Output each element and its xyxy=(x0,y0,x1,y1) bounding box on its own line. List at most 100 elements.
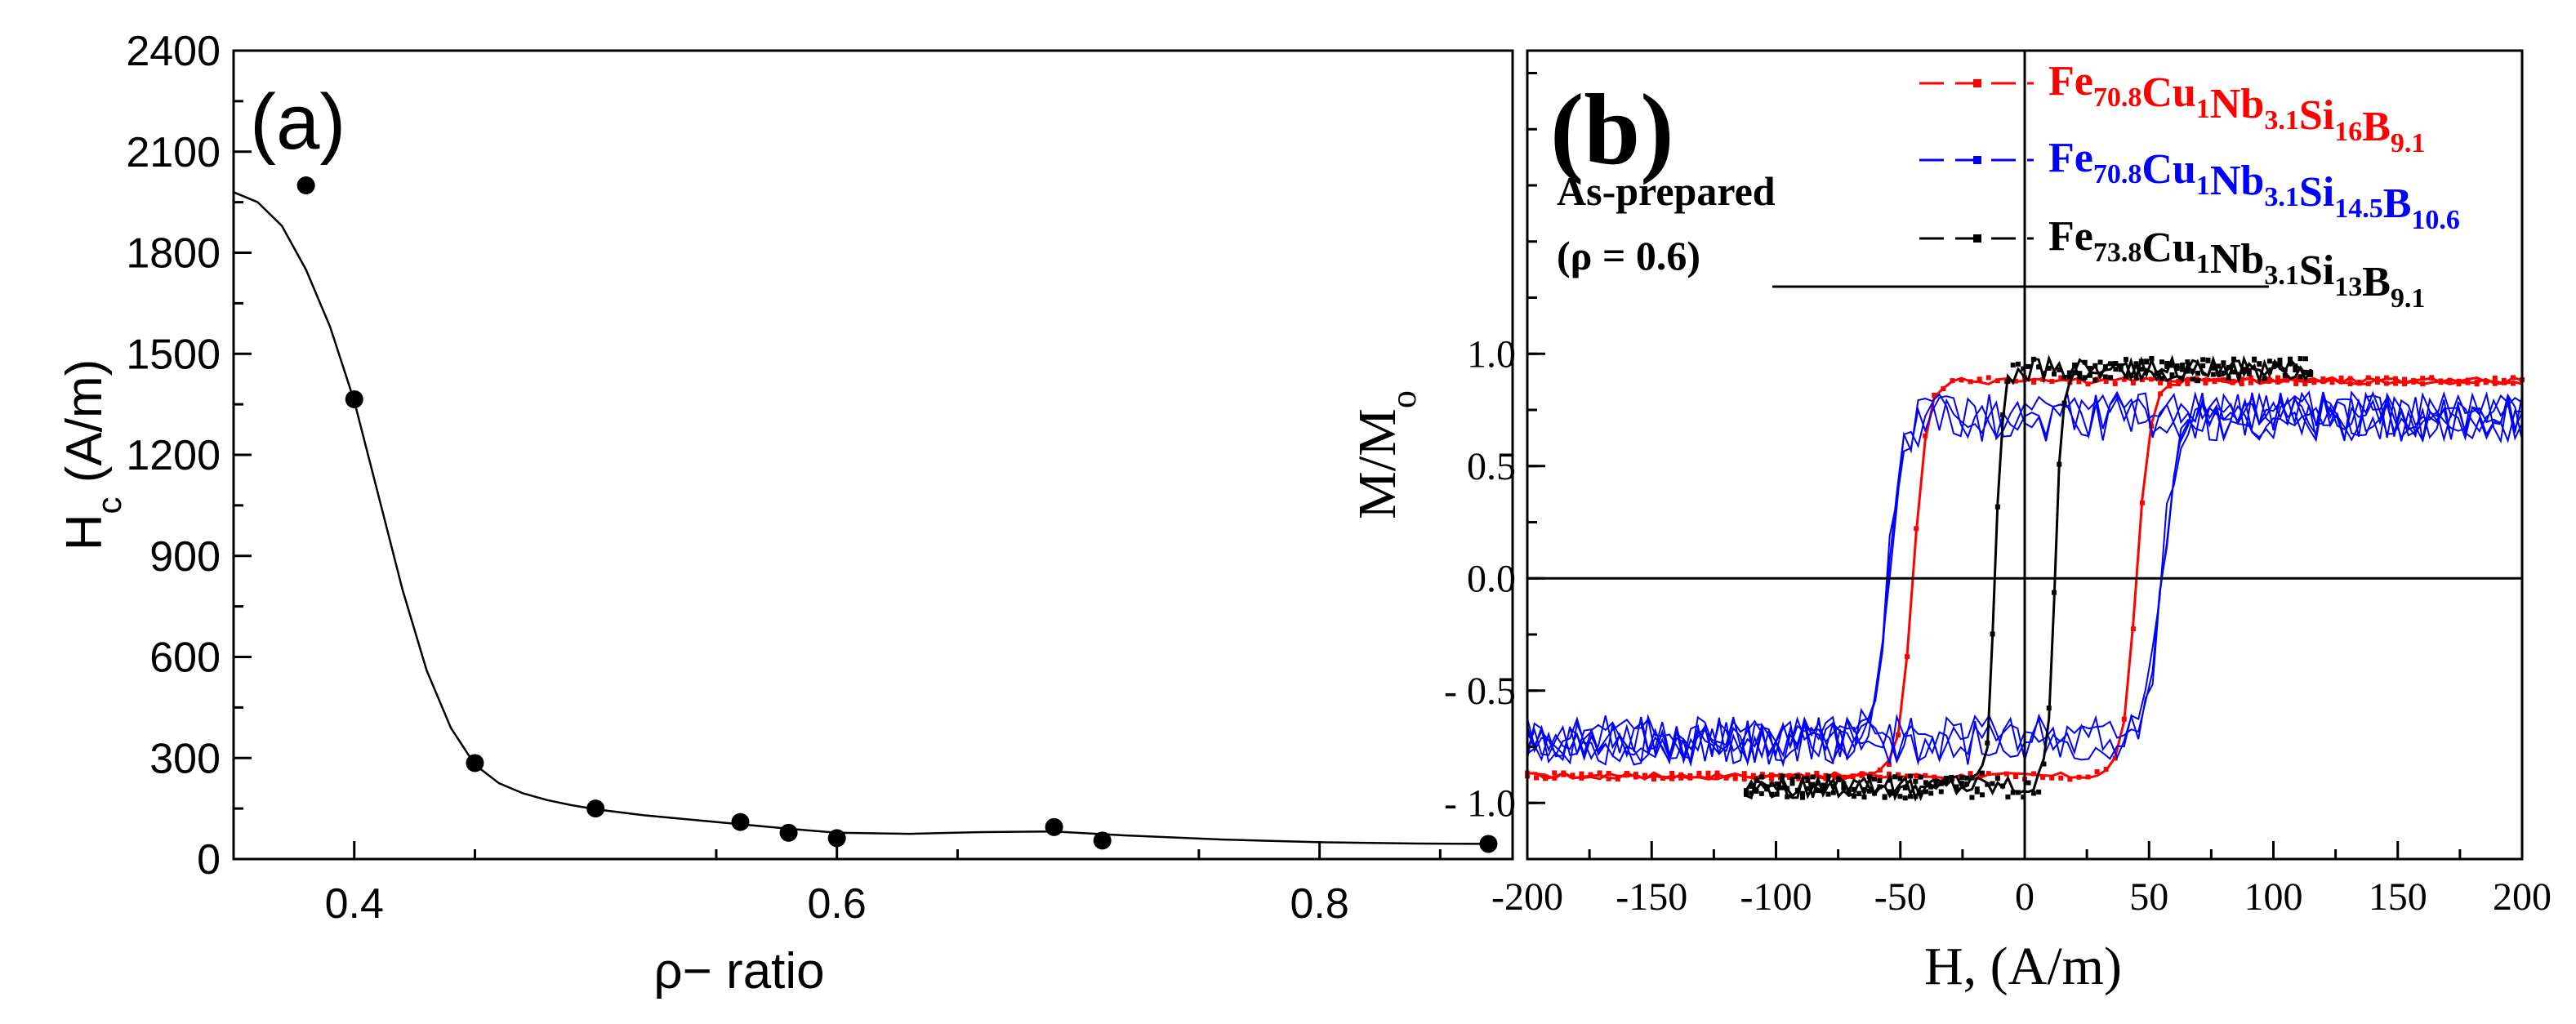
panel-b-series-marker xyxy=(2510,381,2516,386)
panel-b-series-marker xyxy=(1815,788,1821,794)
panel-b-series-marker xyxy=(2130,381,2136,386)
panel-b-series-marker xyxy=(2112,755,2118,761)
panel-a-data-point xyxy=(345,390,363,408)
panel-b-legend-marker xyxy=(1973,234,1981,243)
panel-b-series-marker xyxy=(2123,374,2128,380)
panel-b-series-marker xyxy=(2049,379,2055,385)
panel-b-series-marker xyxy=(1768,772,1774,777)
panel-b-series-marker xyxy=(2130,626,2136,632)
panel-b-series-marker xyxy=(1561,770,1567,776)
panel-b-series-marker xyxy=(1749,783,1754,789)
panel-b-series-marker xyxy=(2164,360,2170,366)
panel-a-y-axis-label-subscript: c xyxy=(90,496,128,514)
panel-b-series-marker xyxy=(1841,781,1847,786)
panel-b-series-marker xyxy=(1678,772,1684,777)
panel-b-series-marker xyxy=(1714,774,1720,780)
panel-b-series-marker xyxy=(1938,789,1944,795)
panel-b-legend-element: Nb xyxy=(2210,81,2264,127)
panel-b-series-marker xyxy=(2311,378,2317,384)
panel-b-legend-subscript: 13 xyxy=(2334,272,2362,302)
panel-b-series-marker xyxy=(2297,356,2303,362)
panel-b-series-marker xyxy=(2447,378,2453,384)
panel-b-series-marker xyxy=(2221,360,2226,366)
panel-b-series-marker xyxy=(2158,380,2164,385)
panel-b-series-marker xyxy=(2320,379,2326,385)
panel-b-series-marker xyxy=(2226,376,2231,381)
panel-b-series-marker xyxy=(2097,359,2103,365)
panel-b-series-marker xyxy=(2174,363,2180,369)
panel-b-series-marker xyxy=(1872,777,1878,782)
panel-b-x-axis-label: H, (A/m) xyxy=(1924,937,2122,996)
panel-b-series-marker xyxy=(1579,771,1584,777)
panel-b-series-marker xyxy=(1633,774,1638,780)
panel-b-legend-subscript: 9.1 xyxy=(2391,283,2426,314)
panel-b-series-marker xyxy=(2118,367,2124,372)
panel-b-series-marker xyxy=(1928,790,1934,796)
panel-b-series-marker xyxy=(2185,378,2190,384)
panel-b-legend-element: Fe xyxy=(2048,135,2093,181)
panel-b-x-tick-label: 150 xyxy=(2369,875,2427,919)
panel-b-series-marker xyxy=(1606,770,1611,776)
panel-b-series-marker xyxy=(1823,772,1829,778)
panel-b-series-marker xyxy=(1794,787,1800,793)
panel-b-series-marker xyxy=(2420,376,2426,381)
panel-b-series-marker xyxy=(2239,381,2244,387)
panel-b-y-axis-label-subscript: o xyxy=(1384,390,1424,408)
panel-b-series-marker xyxy=(2190,368,2195,374)
panel-b-x-tick-label: 50 xyxy=(2129,875,2168,919)
panel-b-series-marker xyxy=(2465,380,2471,385)
panel-b-series-marker xyxy=(2051,590,2057,595)
panel-b-series-marker xyxy=(1866,788,1872,794)
panel-b-series-marker xyxy=(1905,654,1910,660)
panel-b-series-marker xyxy=(1941,386,1946,392)
panel-b-series-marker xyxy=(2241,368,2247,374)
panel-a-plot-frame xyxy=(232,49,1514,861)
panel-b-series-marker xyxy=(1959,377,1964,383)
panel-b-series-marker xyxy=(1985,375,1991,381)
panel-b-legend-entry: Fe73.8Cu1Nb3.1Si13B9.1 xyxy=(2048,213,2425,314)
panel-b-series-marker xyxy=(1534,775,1540,781)
panel-b-series-marker xyxy=(2087,372,2092,378)
panel-b-series-marker xyxy=(1897,776,1903,781)
panel-b-series-marker xyxy=(2176,378,2182,384)
panel-b-series-marker xyxy=(2293,381,2299,386)
panel-a-data-point xyxy=(296,176,315,194)
panel-b-series-marker xyxy=(1914,526,1919,532)
panel-b-series-marker xyxy=(2205,357,2211,363)
panel-b-series-marker xyxy=(1789,777,1795,782)
panel-b-series-marker xyxy=(1769,791,1775,797)
panel-b-series-marker xyxy=(2347,381,2353,386)
panel-b-series-marker xyxy=(2046,365,2052,371)
panel-b-series-marker xyxy=(1606,776,1611,781)
panel-b-series-marker xyxy=(2123,357,2128,363)
panel-b-series-marker xyxy=(1866,773,1872,779)
panel-b-series-marker xyxy=(2456,381,2462,387)
panel-b-series-marker xyxy=(2365,375,2371,381)
panel-b-series-marker xyxy=(1887,777,1892,783)
panel-b-series-marker xyxy=(2402,381,2408,387)
panel-b-series-marker xyxy=(2320,376,2326,382)
panel-b-series-marker xyxy=(2154,370,2159,376)
panel-b-series-marker xyxy=(1923,780,1928,786)
panel-a-y-tick-label: 300 xyxy=(149,735,221,782)
panel-b-series-marker xyxy=(2492,381,2498,386)
panel-b-series-marker xyxy=(1825,791,1831,797)
panel-b-series-marker xyxy=(1886,771,1892,777)
panel-b-series-marker xyxy=(2036,789,2042,795)
panel-b-series-marker xyxy=(1856,791,1862,797)
panel-b-series-marker xyxy=(1918,790,1923,795)
panel-b-series-marker xyxy=(2118,363,2124,368)
panel-b-series-marker xyxy=(2185,359,2190,365)
panel-b-series-marker xyxy=(2392,381,2398,386)
panel-b-series-marker xyxy=(2030,790,2036,796)
panel-b-series-marker xyxy=(2138,367,2144,372)
panel-b-series-marker xyxy=(2302,356,2308,362)
panel-b-series-marker xyxy=(2077,374,2083,380)
panel-b-legend-subscript: 9.1 xyxy=(2391,128,2426,158)
panel-b-series-marker xyxy=(1954,784,1959,790)
panel-b-series-marker xyxy=(1741,771,1747,777)
panel-b-series-marker xyxy=(1923,433,1928,439)
panel-b-series-marker xyxy=(1914,773,1919,779)
panel-b-series-marker xyxy=(2041,761,2047,767)
panel-b-series-marker xyxy=(2026,780,2031,786)
